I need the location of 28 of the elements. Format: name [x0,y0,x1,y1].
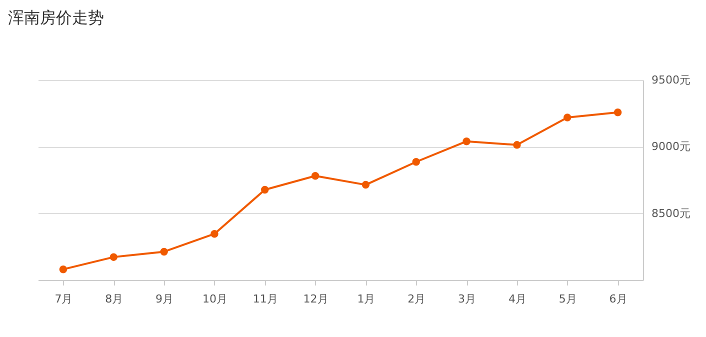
y-tick-label: 8500元 [652,206,690,220]
x-tick-label: 7月 [54,292,73,306]
chart-title: 浑南房价走势 [8,8,104,27]
point [261,186,269,194]
x-tick-label: 4月 [508,292,526,306]
point [564,114,572,122]
point [614,108,622,116]
point [513,141,521,149]
y-tick-label: 9500元 [652,74,690,86]
x-tick-label: 12月 [303,292,328,306]
x-tick-label: 10月 [202,292,228,306]
point [311,172,320,180]
point [59,265,68,274]
point [110,253,118,261]
point [362,180,370,189]
x-tick-label: 2月 [408,292,426,306]
x-tick-label: 9月 [156,292,174,306]
x-tick-label: 3月 [458,292,476,306]
x-tick-label: 1月 [357,292,376,306]
point [412,158,420,166]
y-tick-label: 9000元 [652,140,690,154]
point [462,137,470,146]
x-tick-label: 5月 [558,292,577,306]
x-tick-label: 11月 [252,292,278,306]
x-tick-label: 8月 [105,292,124,306]
point [210,230,218,238]
point [160,248,168,256]
x-tick-label: 6月 [609,292,628,306]
